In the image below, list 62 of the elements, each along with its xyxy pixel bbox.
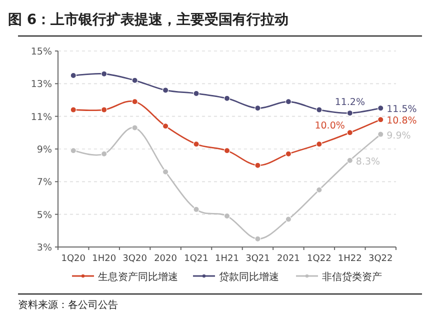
data-label: 9.9%	[386, 130, 411, 142]
point	[224, 95, 230, 102]
y-tick-label: 9%	[36, 144, 52, 156]
point	[132, 98, 138, 105]
point	[70, 106, 76, 113]
point	[378, 116, 384, 123]
point	[193, 90, 200, 97]
point	[316, 106, 322, 113]
chart-title: 图 6：上市银行扩表提速，主要受国有行拉动	[8, 11, 289, 28]
data-label: 11.2%	[334, 97, 366, 108]
data-label: 11.5%	[386, 104, 417, 116]
y-tick-label: 13%	[30, 79, 52, 90]
legend-label: 生息资产同比增速	[98, 271, 178, 283]
point	[378, 131, 384, 138]
point	[70, 148, 76, 154]
x-tick-label: 3Q21	[246, 254, 270, 264]
x-tick-label: 2021	[277, 254, 300, 264]
x-tick-label: 1Q21	[184, 254, 208, 264]
x-tick-label: 1Q22	[307, 254, 332, 264]
legend-label: 非信贷类资产	[322, 271, 382, 283]
data-label: 10.0%	[314, 120, 345, 132]
y-tick-label: 15%	[30, 46, 52, 58]
x-tick-label: 1H21	[215, 254, 239, 264]
point	[316, 186, 322, 193]
point	[162, 87, 169, 94]
data-label: 8.3%	[356, 156, 380, 168]
point	[224, 148, 230, 154]
point	[100, 150, 108, 157]
point	[132, 77, 138, 84]
y-tick-label: 11%	[30, 112, 52, 123]
point	[378, 105, 384, 112]
point	[285, 216, 292, 222]
x-tick-label: 1H20	[92, 254, 116, 264]
point	[224, 212, 230, 220]
data-label: 10.8%	[386, 116, 417, 127]
point	[254, 236, 261, 242]
y-tick-label: 3%	[36, 242, 52, 254]
point	[316, 141, 322, 148]
point	[346, 110, 354, 116]
point	[162, 168, 169, 175]
point	[132, 124, 138, 131]
x-tick-label: 2020	[154, 254, 178, 264]
text: 资料来源：各公司公告	[18, 299, 118, 311]
x-tick-label: 3Q22	[368, 254, 393, 264]
point	[285, 150, 292, 157]
point	[254, 162, 261, 168]
x-tick-label: 3Q20	[122, 254, 148, 264]
point	[193, 206, 200, 213]
y-tick-label: 7%	[36, 177, 52, 188]
x-tick-label: 1Q20	[61, 254, 86, 264]
x-tick-label: 1H22	[338, 254, 362, 264]
point	[285, 98, 292, 105]
point	[70, 72, 76, 79]
point	[100, 70, 108, 77]
point	[346, 130, 354, 136]
point	[193, 141, 200, 148]
point	[254, 105, 261, 112]
point	[162, 123, 169, 130]
legend-label: 贷款同比增速	[219, 271, 279, 283]
point	[346, 157, 354, 164]
point	[100, 106, 108, 113]
y-tick-label: 5%	[36, 210, 52, 221]
